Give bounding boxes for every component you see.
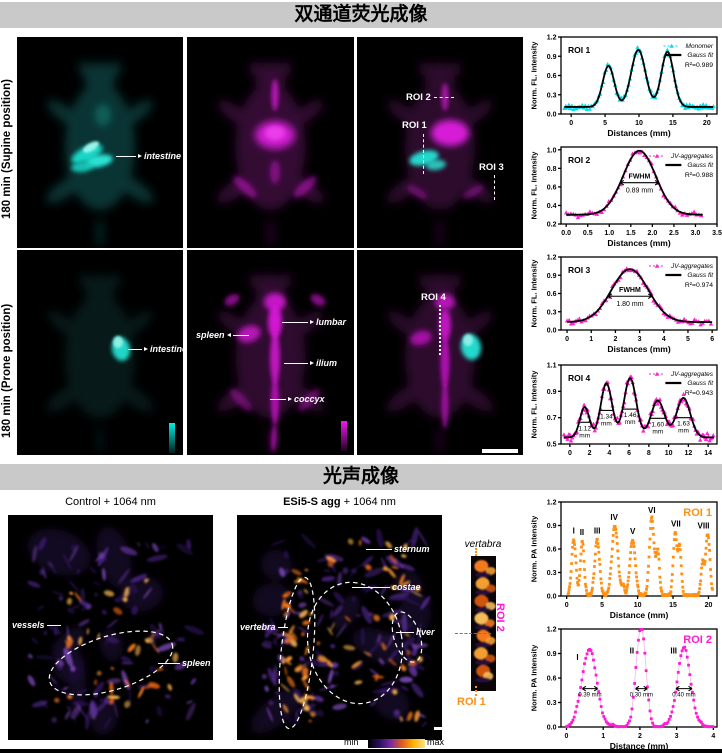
arrow-right-icon [310,361,314,365]
fl-image-magenta-supine [187,37,354,248]
colorbar-min-label: min [344,737,359,747]
leader-line [282,321,308,323]
label-vertabra-strip: vertabra [464,539,502,550]
arrow-left-icon [226,333,231,337]
row-label-supine: 180 min (Supine position) [1,79,13,219]
section-title-photoacoustic: 光声成像 [322,466,399,487]
scale-bar-fl [482,449,518,453]
arrow-right-icon [310,320,314,324]
roi4-label: ROI 4 [421,292,446,303]
pa-roi2-dashed-line [455,633,491,634]
pa-title-esi5-rest: + 1064 nm [340,496,396,508]
scale-bar-pa [434,727,450,730]
label-liver: liver [396,627,435,637]
row-label-prone: 180 min (Prone position) [1,303,13,438]
pa-title-esi5: ESi5-S agg + 1064 nm [237,496,442,508]
leader-line [352,586,390,588]
section-header-fluorescence: 双通道荧光成像 [0,2,722,28]
roi2-label: ROI 2 [406,92,431,103]
leader-line [396,631,414,633]
leader-line [270,398,286,400]
leader-line [366,548,392,550]
chart-fl-roi4 [528,358,722,458]
label-intestine-supine: intestine [116,151,181,161]
leader-line [232,334,249,336]
chart-pa-roi2 [528,622,722,753]
roi1-label: ROI 1 [402,120,427,131]
leader-line [128,348,142,350]
label-spleen: spleen [196,330,249,340]
roi3-label: ROI 3 [479,162,504,173]
label-spleen-pa: spleen [158,658,211,668]
label-ilium: ilium [284,358,337,368]
section-title-fluorescence: 双通道荧光成像 [294,4,428,25]
roi1-dashed-line [423,134,424,174]
arrow-right-icon [138,154,142,158]
leader-line [277,626,288,628]
pa-roi1-dotted-line-top [475,548,477,556]
arrow-right-icon [288,397,292,401]
pa-roi1-label: ROI 1 [457,696,486,708]
roi4-dotted-line [439,305,441,355]
fl-image-cyan-prone [17,250,183,455]
leader-line [46,624,61,626]
cyan-colorbar [169,423,175,453]
label-intestine-prone: intestine [128,344,187,354]
chart-fl-roi3 [528,250,722,356]
label-costae: costae [352,582,421,592]
chart-fl-roi1 [528,30,722,140]
fl-image-merge-prone [357,250,523,455]
fl-image-magenta-prone [187,250,354,455]
colorbar-max-label: max [427,737,445,747]
chart-fl-roi2 [528,140,722,250]
roi3-dashed-line [494,175,495,200]
section-header-photoacoustic: 光声成像 [0,464,722,490]
leader-line [158,662,180,664]
figure-bottom-edge [0,749,722,753]
fl-image-cyan-supine [17,37,183,248]
label-lumbar: lumbar [282,317,346,327]
leader-line [116,155,136,157]
arrow-right-icon [144,347,148,351]
magenta-colorbar [341,421,347,451]
pa-roi2-label: ROI 2 [494,603,506,632]
pa-vertebra-strip [471,556,496,691]
pa-roi1-dotted-line-bottom [475,686,477,696]
pa-colorbar-gradient [368,739,425,748]
label-vertebra: vertebra [240,622,288,632]
label-coccyx: coccyx [270,394,325,404]
label-sternum: sternum [366,544,430,554]
roi2-dashed-line [434,97,454,98]
pa-title-esi5-bold: ESi5-S agg [283,496,341,508]
pa-title-control: Control + 1064 nm [65,496,156,508]
leader-line [284,362,308,364]
pa-image-control [8,515,213,740]
fl-image-merge-supine [357,37,523,248]
pa-image-esi5 [237,515,442,740]
label-vessels: vessels [12,620,61,630]
chart-pa-roi1 [528,495,722,622]
